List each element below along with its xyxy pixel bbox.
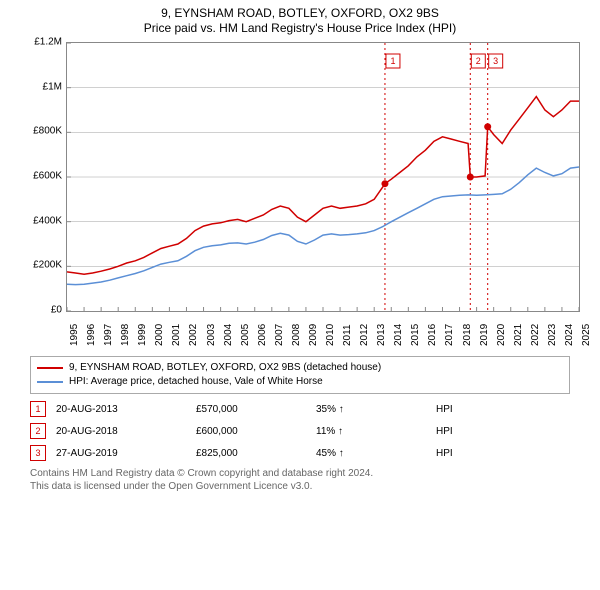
svg-text:2: 2 — [476, 56, 481, 66]
transaction-diff-label: HPI — [436, 404, 570, 415]
transaction-price: £570,000 — [196, 404, 306, 415]
transaction-badge: 1 — [30, 401, 46, 417]
transaction-badge: 2 — [30, 423, 46, 439]
plot-area: 1 2 3 — [66, 42, 580, 312]
x-tick-label: 2001 — [171, 324, 182, 346]
series-line — [67, 97, 579, 275]
title-line1: 9, EYNSHAM ROAD, BOTLEY, OXFORD, OX2 9BS — [0, 6, 600, 21]
svg-text:3: 3 — [493, 56, 498, 66]
transaction-diff-label: HPI — [436, 448, 570, 459]
transaction-badge: 3 — [30, 445, 46, 461]
y-tick-label: £800K — [33, 126, 62, 137]
x-tick-label: 2021 — [513, 324, 524, 346]
title-line2: Price paid vs. HM Land Registry's House … — [0, 21, 600, 36]
x-tick-label: 2004 — [223, 324, 234, 346]
legend-label: 9, EYNSHAM ROAD, BOTLEY, OXFORD, OX2 9BS… — [69, 361, 381, 375]
legend-label: HPI: Average price, detached house, Vale… — [69, 375, 323, 389]
x-tick-label: 2007 — [274, 324, 285, 346]
x-tick-label: 2024 — [564, 324, 575, 346]
x-tick-label: 2003 — [206, 324, 217, 346]
x-tick-label: 2010 — [325, 324, 336, 346]
transaction-diff: 11% ↑ — [316, 426, 426, 437]
footnote-line2: This data is licensed under the Open Gov… — [30, 481, 570, 494]
transaction-diff-label: HPI — [436, 426, 570, 437]
marker-dot — [484, 123, 491, 130]
x-tick-label: 2000 — [154, 324, 165, 346]
x-tick-label: 2016 — [427, 324, 438, 346]
y-tick-label: £600K — [33, 171, 62, 182]
transaction-date: 20-AUG-2013 — [56, 404, 186, 415]
footnote: Contains HM Land Registry data © Crown c… — [30, 468, 570, 493]
x-axis: 1995 1996 1997 1998 1999 2000 2001 2002 2003 2004… — [66, 312, 580, 352]
svg-text:1: 1 — [390, 56, 395, 66]
legend-item: HPI: Average price, detached house, Vale… — [37, 375, 563, 389]
y-tick-label: £1M — [43, 81, 62, 92]
x-tick-label: 1998 — [120, 324, 131, 346]
y-tick-label: £1.2M — [34, 37, 62, 48]
chart-svg: 1 2 3 — [67, 43, 579, 311]
x-tick-label: 1999 — [137, 324, 148, 346]
marker-dot — [467, 174, 474, 181]
transactions-table: 1 20-AUG-2013 £570,000 35% ↑ HPI 2 20-AUG-2018… — [30, 398, 570, 464]
transaction-row: 2 20-AUG-2018 £600,000 11% ↑ HPI — [30, 420, 570, 442]
x-tick-label: 2013 — [376, 324, 387, 346]
transaction-row: 3 27-AUG-2019 £825,000 45% ↑ HPI — [30, 442, 570, 464]
x-tick-label: 2018 — [462, 324, 473, 346]
x-tick-label: 1995 — [69, 324, 80, 346]
x-tick-label: 2002 — [188, 324, 199, 346]
footnote-line1: Contains HM Land Registry data © Crown c… — [30, 468, 570, 481]
x-tick-label: 2019 — [479, 324, 490, 346]
x-tick-label: 2023 — [547, 324, 558, 346]
y-axis: £0£200K£400K£600K£800K£1M£1.2M — [20, 42, 66, 312]
x-tick-label: 2005 — [240, 324, 251, 346]
legend-item: 9, EYNSHAM ROAD, BOTLEY, OXFORD, OX2 9BS… — [37, 361, 563, 375]
x-tick-label: 2025 — [581, 324, 592, 346]
x-tick-label: 2020 — [496, 324, 507, 346]
legend: 9, EYNSHAM ROAD, BOTLEY, OXFORD, OX2 9BS… — [30, 356, 570, 394]
transaction-row: 1 20-AUG-2013 £570,000 35% ↑ HPI — [30, 398, 570, 420]
y-tick-label: £0 — [51, 305, 62, 316]
x-tick-label: 2008 — [291, 324, 302, 346]
x-tick-label: 2011 — [342, 324, 353, 346]
transaction-date: 27-AUG-2019 — [56, 448, 186, 459]
y-tick-label: £200K — [33, 260, 62, 271]
chart-title: 9, EYNSHAM ROAD, BOTLEY, OXFORD, OX2 9BS… — [0, 0, 600, 36]
x-tick-label: 1996 — [86, 324, 97, 346]
marker-badge: 1 — [386, 54, 400, 68]
x-tick-label: 2017 — [444, 324, 455, 346]
x-tick-label: 2009 — [308, 324, 319, 346]
marker-dot — [381, 180, 388, 187]
transaction-date: 20-AUG-2018 — [56, 426, 186, 437]
legend-swatch — [37, 367, 63, 369]
series-line — [67, 167, 579, 285]
transaction-price: £825,000 — [196, 448, 306, 459]
y-tick-label: £400K — [33, 215, 62, 226]
x-tick-label: 2014 — [393, 324, 404, 346]
x-tick-label: 2012 — [359, 324, 370, 346]
x-tick-label: 2015 — [410, 324, 421, 346]
transaction-diff: 35% ↑ — [316, 404, 426, 415]
transaction-price: £600,000 — [196, 426, 306, 437]
x-tick-label: 1997 — [103, 324, 114, 346]
legend-swatch — [37, 381, 63, 383]
transaction-diff: 45% ↑ — [316, 448, 426, 459]
marker-badge: 3 — [489, 54, 503, 68]
x-tick-label: 2022 — [530, 324, 541, 346]
marker-badge: 2 — [471, 54, 485, 68]
chart-container: £0£200K£400K£600K£800K£1M£1.2M 123 19951… — [20, 42, 580, 352]
x-tick-label: 2006 — [257, 324, 268, 346]
